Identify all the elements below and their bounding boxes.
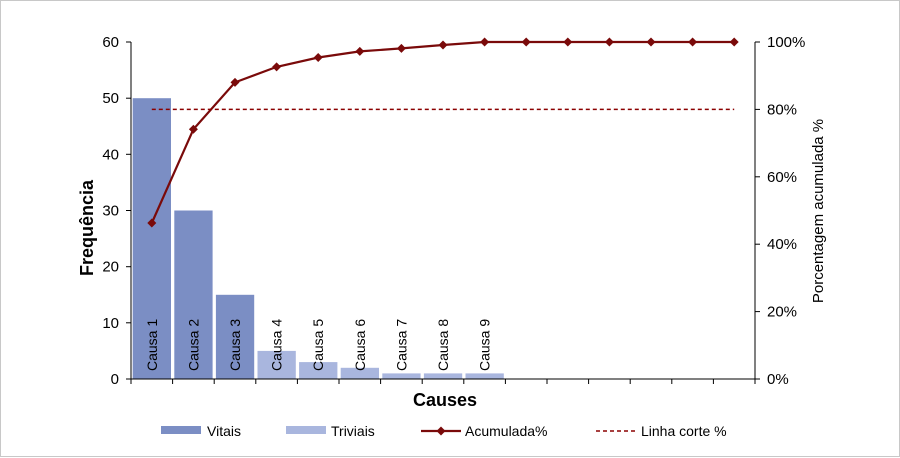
bar-3 [215,294,255,380]
legend: Vitais Triviais Acumulada% Linha corte % [161,423,727,439]
cumulative-point [521,37,531,47]
y-axis-right-title: Porcentagem acumulada % [810,119,827,303]
y-tick-label: 20 [102,259,119,276]
cumulative-point [563,37,573,47]
category-label: Causa 7 [393,319,409,371]
y-tick-label: 40 [102,146,119,163]
cumulative-point [230,77,240,87]
y-axis-title: Frequência [77,179,97,276]
category-label: Causa 8 [435,319,451,371]
bar-8 [423,373,463,379]
bar-6 [340,367,379,379]
bars-group [132,98,504,380]
category-label: Causa 5 [310,319,326,371]
category-label: Causa 3 [227,319,243,371]
cumulative-line [150,40,735,224]
cumulative-point [604,37,614,47]
bar-9 [465,373,504,379]
cumulative-point [272,62,282,72]
y-tick-label: 10 [102,315,119,332]
bar-4 [257,350,296,379]
cumulative-point [313,53,323,62]
y-right-tick-label: 20% [767,304,797,321]
cumulative-point [188,124,198,134]
y-right-tick-label: 60% [767,169,797,186]
bar-5 [299,362,338,379]
cumulative-point [646,37,656,47]
legend-label: Linha corte % [641,423,727,439]
cumulative-point [147,218,157,228]
legend-swatch [161,426,201,434]
category-label: Causa 6 [352,319,368,371]
category-label: Causa 9 [477,319,493,371]
y-tick-label: 30 [102,203,119,220]
legend-swatch [286,426,326,434]
bar-2 [174,210,213,379]
lines-group [147,37,739,228]
legend-label: Vitais [207,423,241,439]
cumulative-point [438,40,448,50]
bar-1 [132,98,171,379]
category-label: Causa 4 [269,319,285,371]
legend-label: Acumulada% [465,423,548,439]
cumulative-point [396,43,406,53]
y-right-tick-label: 40% [767,236,797,253]
category-label: Causa 2 [185,319,201,371]
cumulative-point [480,37,490,47]
cumulative-point [355,46,365,56]
axes-group: 0 10 20 30 40 50 60 0% 20% 40% 60% 80% 100% [102,34,805,388]
category-label: Causa 1 [144,319,160,371]
y-tick-label: 60 [102,34,119,51]
x-axis-title: Causes [413,390,477,410]
category-labels-group: Causa 1 Causa 2 Causa 3 Causa 4 Causa 5 Causa… [144,319,493,371]
y-right-tick-label: 80% [767,101,797,118]
y-right-tick-label: 0% [767,371,789,388]
y-tick-label: 0 [111,371,119,388]
bar-7 [382,373,421,379]
y-right-tick-label: 100% [767,34,805,51]
cumulative-point [688,37,698,47]
cumulative-point [729,37,739,47]
y-tick-label: 50 [102,90,119,107]
legend-marker [436,426,446,436]
legend-label: Triviais [331,423,375,439]
